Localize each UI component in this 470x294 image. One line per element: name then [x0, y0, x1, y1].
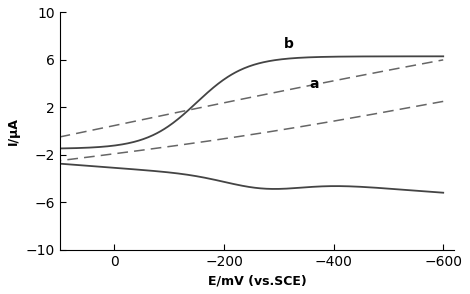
Text: a: a: [309, 77, 319, 91]
Text: b: b: [284, 37, 294, 51]
Y-axis label: I/μA: I/μA: [7, 117, 20, 145]
X-axis label: E/mV (vs.SCE): E/mV (vs.SCE): [208, 274, 306, 287]
